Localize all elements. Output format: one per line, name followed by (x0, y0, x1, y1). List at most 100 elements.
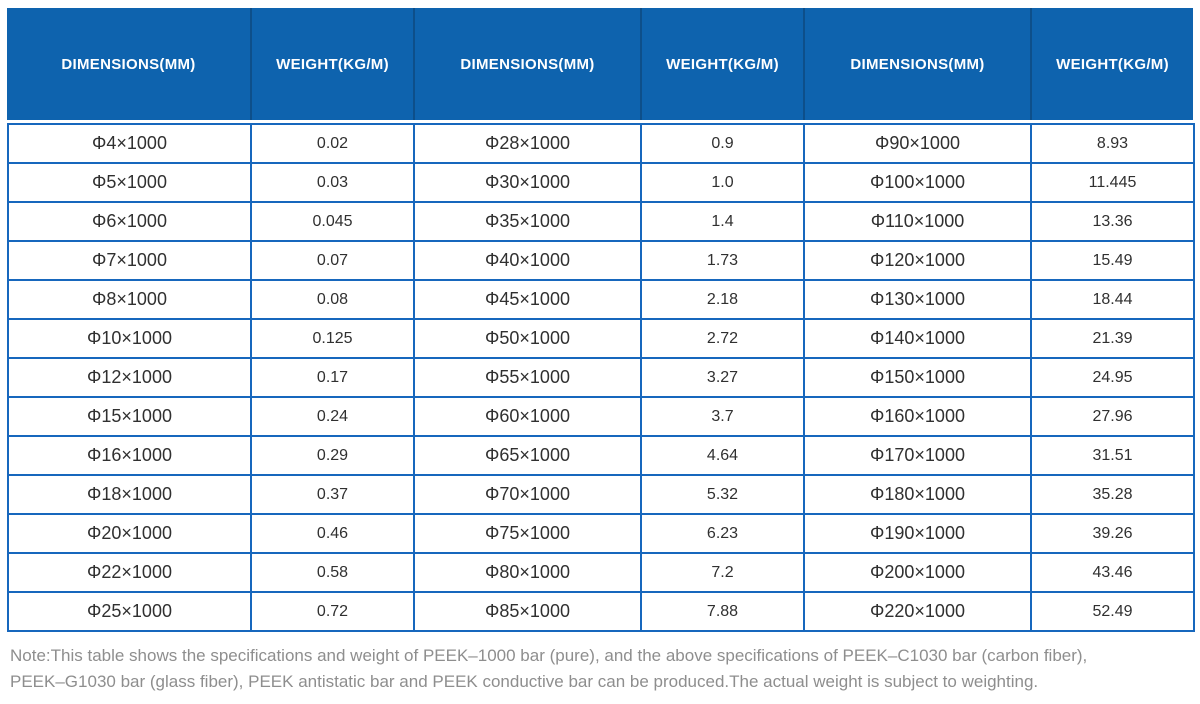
dimension-cell: Φ8×1000 (7, 279, 252, 320)
dimension-cell: Φ160×1000 (803, 396, 1032, 437)
table-note: Note:This table shows the specifications… (10, 643, 1193, 695)
weight-cell: 35.28 (1030, 474, 1195, 515)
dimension-cell: Φ50×1000 (413, 318, 642, 359)
header-weight-2: WEIGHT(KG/M) (640, 8, 803, 120)
weight-cell: 1.0 (640, 162, 805, 203)
dimension-cell: Φ55×1000 (413, 357, 642, 398)
table-row: Φ12×1000 0.17 Φ55×1000 3.27 Φ150×1000 24.95 (7, 357, 1195, 398)
dimension-cell: Φ170×1000 (803, 435, 1032, 476)
weight-cell: 0.125 (250, 318, 415, 359)
dimension-cell: Φ120×1000 (803, 240, 1032, 281)
dimension-cell: Φ6×1000 (7, 201, 252, 242)
weight-cell: 0.29 (250, 435, 415, 476)
weight-cell: 18.44 (1030, 279, 1195, 320)
table-row: Φ25×1000 0.72 Φ85×1000 7.88 Φ220×1000 52.49 (7, 591, 1195, 632)
dimension-cell: Φ60×1000 (413, 396, 642, 437)
weight-cell: 52.49 (1030, 591, 1195, 632)
weight-cell: 0.045 (250, 201, 415, 242)
dimension-cell: Φ70×1000 (413, 474, 642, 515)
header-dimensions-1: DIMENSIONS(MM) (61, 55, 196, 73)
weight-cell: 43.46 (1030, 552, 1195, 593)
table-row: Φ8×1000 0.08 Φ45×1000 2.18 Φ130×1000 18.44 (7, 279, 1195, 320)
weight-cell: 15.49 (1030, 240, 1195, 281)
spec-table-page: DIMENSIONS(MM) WEIGHT(KG/M) DIMENSIONS(M… (7, 8, 1195, 695)
dimension-cell: Φ180×1000 (803, 474, 1032, 515)
dimension-cell: Φ110×1000 (803, 201, 1032, 242)
dimension-cell: Φ130×1000 (803, 279, 1032, 320)
weight-cell: 13.36 (1030, 201, 1195, 242)
dimension-cell: Φ22×1000 (7, 552, 252, 593)
weight-cell: 21.39 (1030, 318, 1195, 359)
weight-cell: 8.93 (1030, 123, 1195, 164)
weight-cell: 27.96 (1030, 396, 1195, 437)
dimension-cell: Φ80×1000 (413, 552, 642, 593)
dimension-cell: Φ35×1000 (413, 201, 642, 242)
dimension-cell: Φ100×1000 (803, 162, 1032, 203)
dimension-cell: Φ200×1000 (803, 552, 1032, 593)
weight-cell: 0.37 (250, 474, 415, 515)
dimension-cell: Φ18×1000 (7, 474, 252, 515)
table-body: Φ4×1000 0.02 Φ28×1000 0.9 Φ90×1000 8.93 Φ5×100… (7, 123, 1195, 632)
dimension-cell: Φ150×1000 (803, 357, 1032, 398)
weight-cell: 0.03 (250, 162, 415, 203)
table-row: Φ5×1000 0.03 Φ30×1000 1.0 Φ100×1000 11.445 (7, 162, 1195, 203)
table-row: Φ7×1000 0.07 Φ40×1000 1.73 Φ120×1000 15.49 (7, 240, 1195, 281)
weight-cell: 2.72 (640, 318, 805, 359)
dimension-cell: Φ90×1000 (803, 123, 1032, 164)
weight-cell: 0.02 (250, 123, 415, 164)
dimension-cell: Φ16×1000 (7, 435, 252, 476)
weight-cell: 1.73 (640, 240, 805, 281)
table-row: Φ16×1000 0.29 Φ65×1000 4.64 Φ170×1000 31.51 (7, 435, 1195, 476)
dimension-cell: Φ5×1000 (7, 162, 252, 203)
table-row: Φ20×1000 0.46 Φ75×1000 6.23 Φ190×1000 39.26 (7, 513, 1195, 554)
weight-cell: 0.17 (250, 357, 415, 398)
dimension-cell: Φ30×1000 (413, 162, 642, 203)
weight-cell: 5.32 (640, 474, 805, 515)
table-row: Φ6×1000 0.045 Φ35×1000 1.4 Φ110×1000 13.36 (7, 201, 1195, 242)
header-dimensions-3: DIMENSIONS(MM) (803, 8, 1030, 120)
dimension-cell: Φ25×1000 (7, 591, 252, 632)
weight-cell: 7.2 (640, 552, 805, 593)
weight-cell: 0.08 (250, 279, 415, 320)
table-row: Φ22×1000 0.58 Φ80×1000 7.2 Φ200×1000 43.46 (7, 552, 1195, 593)
dimension-cell: Φ7×1000 (7, 240, 252, 281)
dimension-cell: Φ220×1000 (803, 591, 1032, 632)
header-weight-1: WEIGHT(KG/M) (250, 8, 413, 120)
weight-cell: 6.23 (640, 513, 805, 554)
table-row: Φ4×1000 0.02 Φ28×1000 0.9 Φ90×1000 8.93 (7, 123, 1195, 164)
weight-cell: 4.64 (640, 435, 805, 476)
weight-cell: 0.24 (250, 396, 415, 437)
note-line-2: PEEK–G1030 bar (glass fiber), PEEK antis… (10, 672, 1039, 691)
spec-table: Φ4×1000 0.02 Φ28×1000 0.9 Φ90×1000 8.93 Φ5×100… (7, 123, 1195, 632)
weight-cell: 31.51 (1030, 435, 1195, 476)
weight-cell: 0.9 (640, 123, 805, 164)
weight-cell: 0.07 (250, 240, 415, 281)
dimension-cell: Φ10×1000 (7, 318, 252, 359)
table-row: Φ15×1000 0.24 Φ60×1000 3.7 Φ160×1000 27.96 (7, 396, 1195, 437)
weight-cell: 11.445 (1030, 162, 1195, 203)
weight-cell: 3.27 (640, 357, 805, 398)
weight-cell: 39.26 (1030, 513, 1195, 554)
dimension-cell: Φ65×1000 (413, 435, 642, 476)
dimension-cell: Φ15×1000 (7, 396, 252, 437)
table-row: Φ18×1000 0.37 Φ70×1000 5.32 Φ180×1000 35.28 (7, 474, 1195, 515)
header-dimensions-2: DIMENSIONS(MM) (413, 8, 640, 120)
dimension-cell: Φ12×1000 (7, 357, 252, 398)
dimension-cell: Φ75×1000 (413, 513, 642, 554)
table-header-row: DIMENSIONS(MM) WEIGHT(KG/M) DIMENSIONS(M… (7, 8, 1193, 120)
dimension-cell: Φ140×1000 (803, 318, 1032, 359)
dimension-cell: Φ45×1000 (413, 279, 642, 320)
weight-cell: 24.95 (1030, 357, 1195, 398)
dimension-cell: Φ40×1000 (413, 240, 642, 281)
weight-cell: 0.46 (250, 513, 415, 554)
weight-cell: 3.7 (640, 396, 805, 437)
weight-cell: 0.58 (250, 552, 415, 593)
dimension-cell: Φ85×1000 (413, 591, 642, 632)
weight-cell: 1.4 (640, 201, 805, 242)
dimension-cell: Φ20×1000 (7, 513, 252, 554)
dimension-cell: Φ190×1000 (803, 513, 1032, 554)
weight-cell: 0.72 (250, 591, 415, 632)
weight-cell: 2.18 (640, 279, 805, 320)
table-row: Φ10×1000 0.125 Φ50×1000 2.72 Φ140×1000 21.39 (7, 318, 1195, 359)
header-weight-3: WEIGHT(KG/M) (1030, 8, 1193, 120)
